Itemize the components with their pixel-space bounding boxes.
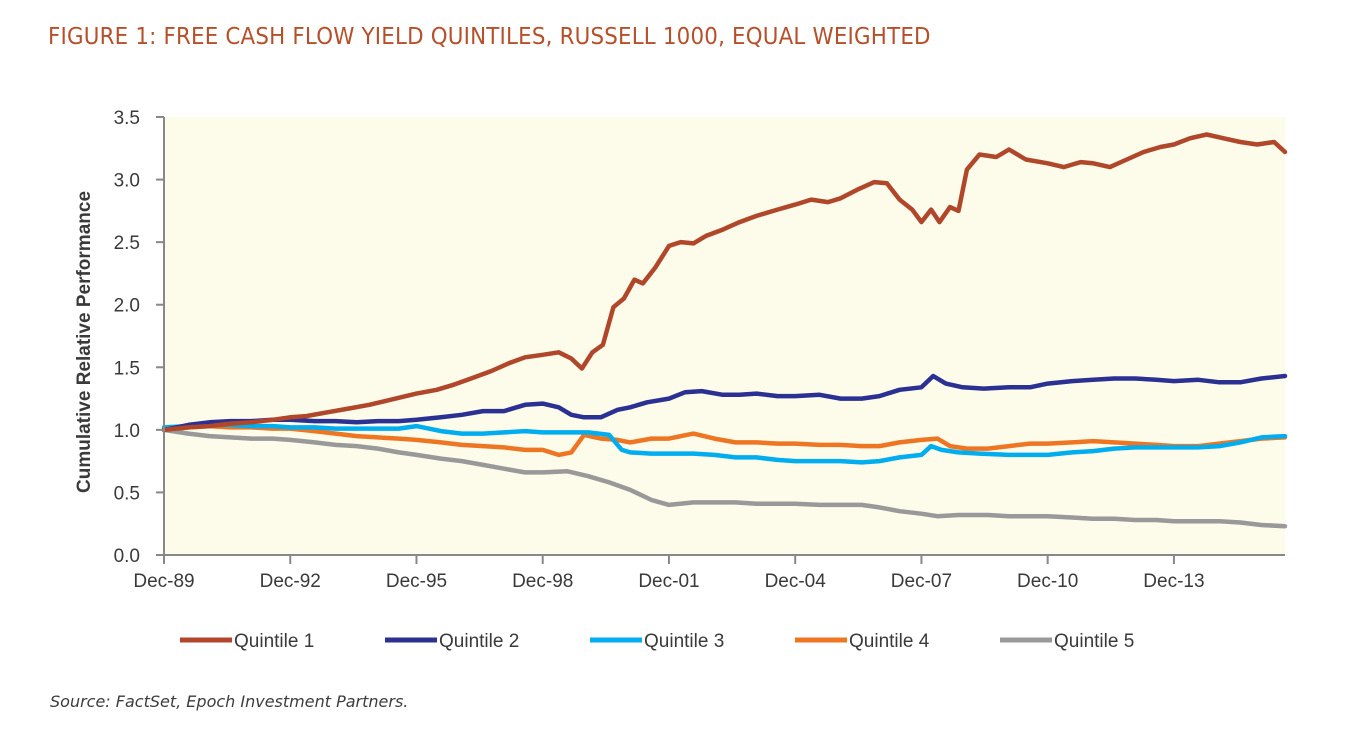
series-line-quintile-2 bbox=[161, 373, 1288, 433]
series-line-quintile-4 bbox=[161, 423, 1288, 458]
series-line-quintile-1 bbox=[161, 132, 1288, 433]
legend-item-quintile-3: Quintile 3 bbox=[590, 631, 724, 652]
y-tick-label: 0.5 bbox=[114, 483, 140, 504]
x-tick-label: Dec-04 bbox=[765, 571, 827, 592]
legend-label: Quintile 4 bbox=[849, 631, 930, 652]
x-tick-label: Dec-13 bbox=[1143, 571, 1204, 592]
series-line-quintile-5 bbox=[161, 427, 1288, 529]
y-axis-title: Cumulative Relative Performance bbox=[74, 191, 95, 493]
legend-item-quintile-1: Quintile 1 bbox=[180, 631, 314, 652]
x-tick-label: Dec-92 bbox=[260, 571, 321, 592]
legend: Quintile 1 Quintile 2 Quintile 3 Quintile 4… bbox=[180, 631, 1134, 652]
legend-item-quintile-2: Quintile 2 bbox=[385, 631, 519, 652]
y-tick-label: 0.0 bbox=[114, 546, 140, 567]
x-tick-label: Dec-89 bbox=[133, 571, 194, 592]
y-tick-label: 1.5 bbox=[114, 358, 140, 379]
source-note: Source: FactSet, Epoch Investment Partne… bbox=[50, 692, 409, 711]
y-tick-label: 3.5 bbox=[114, 108, 140, 129]
legend-label: Quintile 1 bbox=[234, 631, 314, 652]
plot-background bbox=[164, 117, 1285, 555]
legend-label: Quintile 3 bbox=[644, 631, 724, 652]
y-tick-label: 2.0 bbox=[114, 296, 140, 317]
x-tick-label: Dec-98 bbox=[512, 571, 573, 592]
x-tick-label: Dec-95 bbox=[386, 571, 447, 592]
legend-item-quintile-4: Quintile 4 bbox=[795, 631, 930, 652]
y-tick-label: 2.5 bbox=[114, 233, 140, 254]
figure-title: FIGURE 1: FREE CASH FLOW YIELD QUINTILES… bbox=[48, 24, 931, 50]
axes-layer: 0.0 0.5 1.0 1.5 2.0 2.5 3.0 3.5 Dec-89 Dec-92 Dec-… bbox=[114, 108, 1285, 592]
legend-label: Quintile 2 bbox=[439, 631, 519, 652]
y-tick-label: 3.0 bbox=[114, 171, 140, 192]
x-tick-label: Dec-01 bbox=[638, 571, 699, 592]
series-line-quintile-3 bbox=[161, 422, 1288, 465]
y-tick-label: 1.0 bbox=[114, 421, 140, 442]
legend-label: Quintile 5 bbox=[1054, 631, 1134, 652]
series-layer bbox=[161, 132, 1288, 529]
legend-item-quintile-5: Quintile 5 bbox=[1000, 631, 1134, 652]
x-tick-label: Dec-10 bbox=[1017, 571, 1078, 592]
x-tick-label: Dec-07 bbox=[891, 571, 952, 592]
